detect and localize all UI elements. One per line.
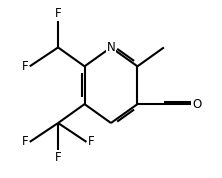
Text: O: O: [192, 98, 202, 111]
Text: F: F: [22, 135, 28, 148]
Text: F: F: [55, 7, 61, 20]
Text: F: F: [88, 135, 95, 148]
Text: F: F: [55, 151, 61, 164]
Text: N: N: [107, 41, 115, 54]
Text: F: F: [22, 60, 28, 73]
